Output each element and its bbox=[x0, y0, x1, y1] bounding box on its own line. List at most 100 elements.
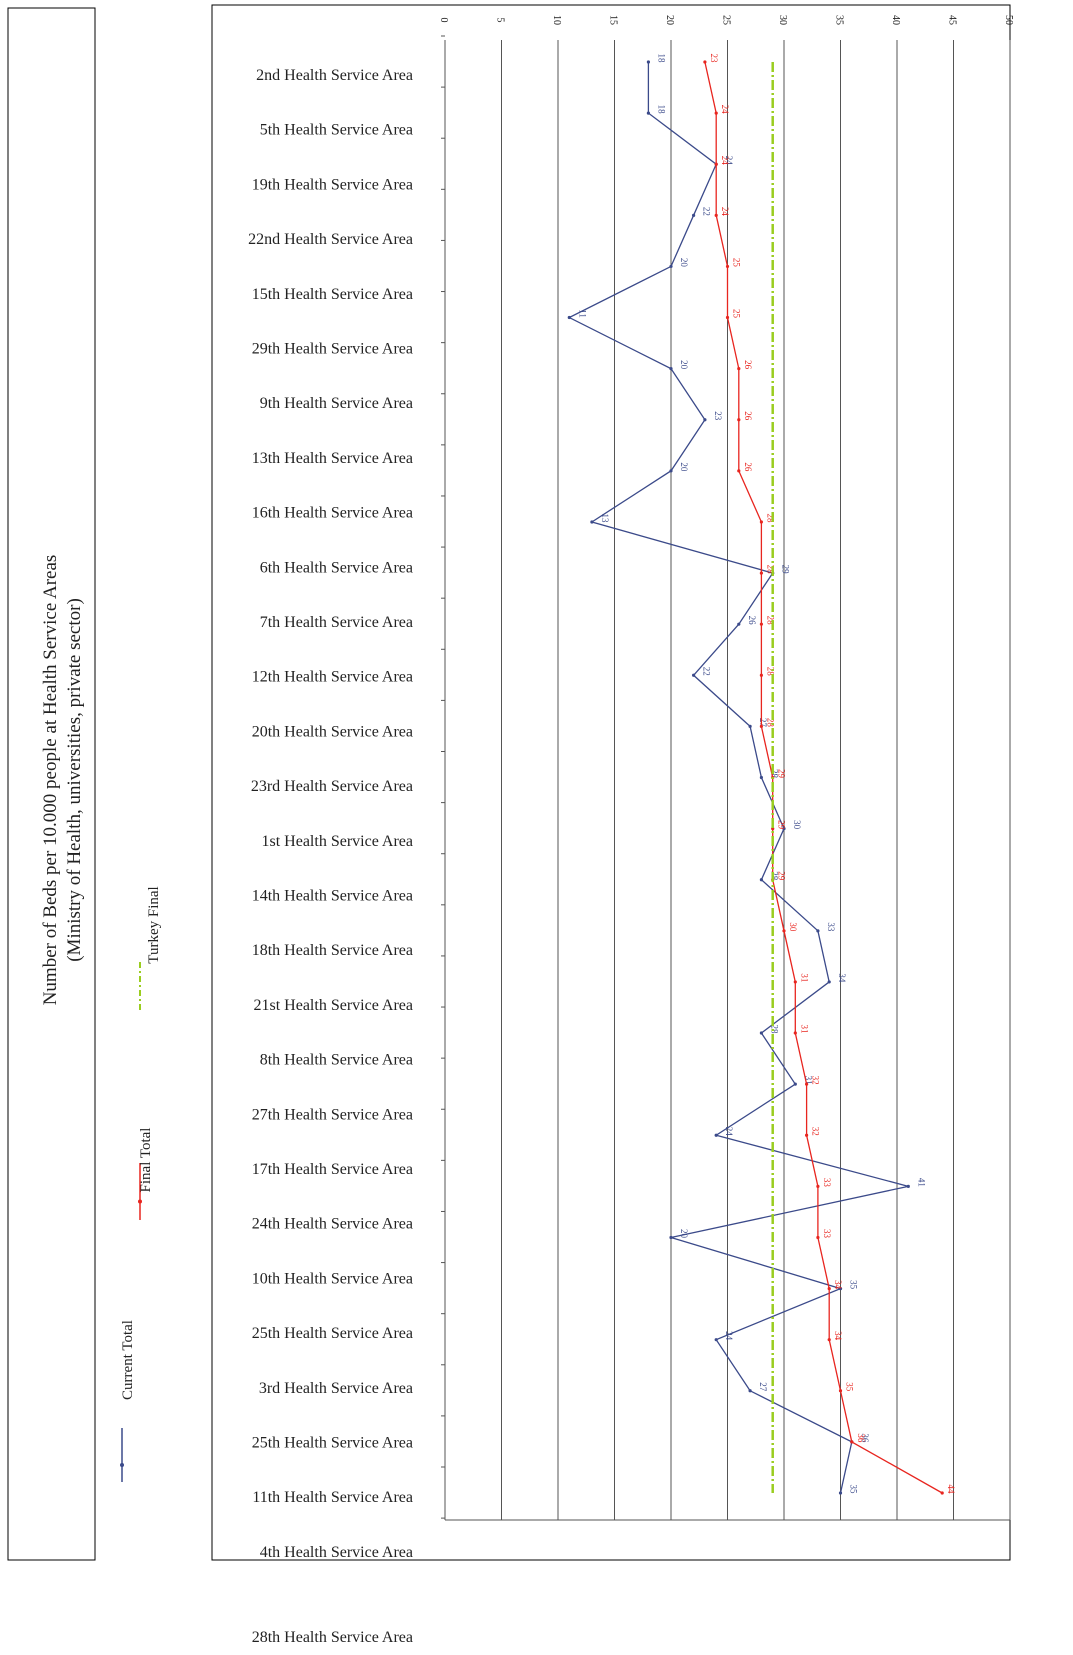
y-tick-label: 3rd Health Service Area bbox=[259, 1380, 413, 1397]
data-label: 20 bbox=[679, 1229, 689, 1239]
data-label: 30 bbox=[788, 922, 798, 932]
data-point bbox=[669, 469, 673, 473]
data-label: 44 bbox=[946, 1485, 956, 1495]
data-point bbox=[737, 367, 741, 371]
data-label: 28 bbox=[769, 1025, 779, 1035]
y-tick-label: 10th Health Service Area bbox=[252, 1270, 413, 1287]
data-point bbox=[748, 724, 752, 728]
data-label: 29 bbox=[777, 871, 787, 881]
legend-label: Turkey Final bbox=[146, 886, 162, 963]
y-tick-label: 25th Health Service Area bbox=[252, 1435, 413, 1452]
data-point bbox=[793, 1031, 797, 1035]
data-label: 24 bbox=[724, 1331, 734, 1341]
legend-marker bbox=[120, 1463, 124, 1467]
data-point bbox=[759, 878, 764, 882]
data-point bbox=[737, 622, 741, 626]
data-label: 27 bbox=[758, 1382, 768, 1392]
data-point bbox=[850, 1440, 854, 1444]
y-tick-label: 6th Health Service Area bbox=[260, 559, 413, 576]
x-tick-label: 25 bbox=[721, 15, 732, 25]
data-point bbox=[748, 1389, 752, 1393]
data-label: 32 bbox=[811, 1076, 821, 1085]
data-point bbox=[782, 929, 786, 933]
data-point bbox=[816, 929, 820, 933]
data-point bbox=[906, 1184, 910, 1188]
data-label: 25 bbox=[732, 309, 742, 319]
data-label: 28 bbox=[765, 616, 775, 626]
chart-subtitle: (Ministry of Health, universities, priva… bbox=[64, 598, 85, 962]
data-label: 20 bbox=[679, 360, 689, 370]
legend-marker bbox=[138, 1199, 142, 1204]
x-tick-label: 10 bbox=[551, 15, 562, 25]
data-point bbox=[816, 1184, 820, 1188]
data-label: 20 bbox=[679, 462, 689, 472]
data-label: 28 bbox=[765, 513, 775, 523]
y-tick-label: 7th Health Service Area bbox=[260, 614, 413, 631]
data-label: 34 bbox=[837, 973, 847, 983]
data-label: 18 bbox=[656, 54, 666, 64]
data-point bbox=[805, 1082, 809, 1086]
data-point bbox=[816, 1235, 820, 1240]
data-label: 31 bbox=[799, 1025, 809, 1034]
data-point bbox=[646, 111, 651, 115]
y-tick-label: 5th Health Service Area bbox=[260, 122, 413, 139]
x-tick-label: 30 bbox=[777, 15, 788, 25]
data-label: 41 bbox=[916, 1178, 926, 1187]
data-point bbox=[669, 1235, 673, 1240]
y-tick-label: 12th Health Service Area bbox=[252, 669, 413, 686]
x-tick-label: 15 bbox=[608, 15, 619, 25]
data-point bbox=[793, 980, 797, 984]
y-tick-label: 17th Health Service Area bbox=[252, 1161, 413, 1178]
data-point bbox=[940, 1491, 944, 1495]
data-label: 23 bbox=[709, 54, 719, 64]
data-point bbox=[759, 520, 764, 524]
data-label: 33 bbox=[822, 1178, 832, 1188]
data-label: 31 bbox=[799, 973, 809, 982]
x-tick-label: 50 bbox=[1003, 15, 1014, 25]
y-tick-label: 24th Health Service Area bbox=[252, 1216, 413, 1233]
data-point bbox=[692, 213, 696, 217]
y-tick-label: 29th Health Service Area bbox=[252, 341, 413, 358]
series-line bbox=[704, 61, 943, 1494]
data-label: 24 bbox=[724, 1127, 734, 1137]
data-point bbox=[714, 213, 718, 217]
y-tick-label: 27th Health Service Area bbox=[252, 1106, 413, 1123]
data-label: 34 bbox=[833, 1331, 843, 1341]
data-point bbox=[725, 315, 730, 320]
data-label: 24 bbox=[724, 156, 734, 166]
data-point bbox=[759, 673, 764, 677]
data-point bbox=[759, 775, 764, 780]
data-point bbox=[737, 469, 741, 473]
y-tick-label: 16th Health Service Area bbox=[252, 505, 413, 522]
data-point bbox=[646, 60, 651, 64]
data-label: 23 bbox=[713, 411, 723, 421]
data-label: 25 bbox=[732, 258, 742, 268]
y-tick-label: 23rd Health Service Area bbox=[251, 778, 413, 795]
x-tick-label: 20 bbox=[664, 15, 675, 25]
data-label: 28 bbox=[765, 565, 775, 575]
data-label: 36 bbox=[856, 1433, 866, 1443]
data-point bbox=[737, 418, 741, 422]
data-label: 26 bbox=[743, 360, 753, 370]
y-tick-label: 21st Health Service Area bbox=[254, 997, 414, 1014]
data-point bbox=[759, 622, 764, 626]
data-point bbox=[567, 315, 571, 320]
data-point bbox=[714, 111, 718, 115]
data-label: 33 bbox=[826, 922, 836, 932]
data-label: 22 bbox=[702, 667, 712, 676]
y-tick-label: 4th Health Service Area bbox=[260, 1544, 413, 1561]
y-tick-label: 9th Health Service Area bbox=[260, 395, 413, 412]
data-label: 24 bbox=[720, 156, 730, 166]
data-point bbox=[759, 571, 764, 575]
y-tick-label: 20th Health Service Area bbox=[252, 723, 413, 740]
data-point bbox=[725, 264, 730, 269]
y-tick-label: 28th Health Service Area bbox=[252, 1629, 413, 1646]
data-point bbox=[669, 367, 673, 371]
data-point bbox=[838, 1286, 843, 1291]
data-label: 29 bbox=[781, 565, 791, 575]
data-label: 31 bbox=[803, 1076, 813, 1085]
data-point bbox=[838, 1491, 843, 1495]
data-label: 26 bbox=[743, 462, 753, 472]
data-point bbox=[714, 162, 718, 166]
